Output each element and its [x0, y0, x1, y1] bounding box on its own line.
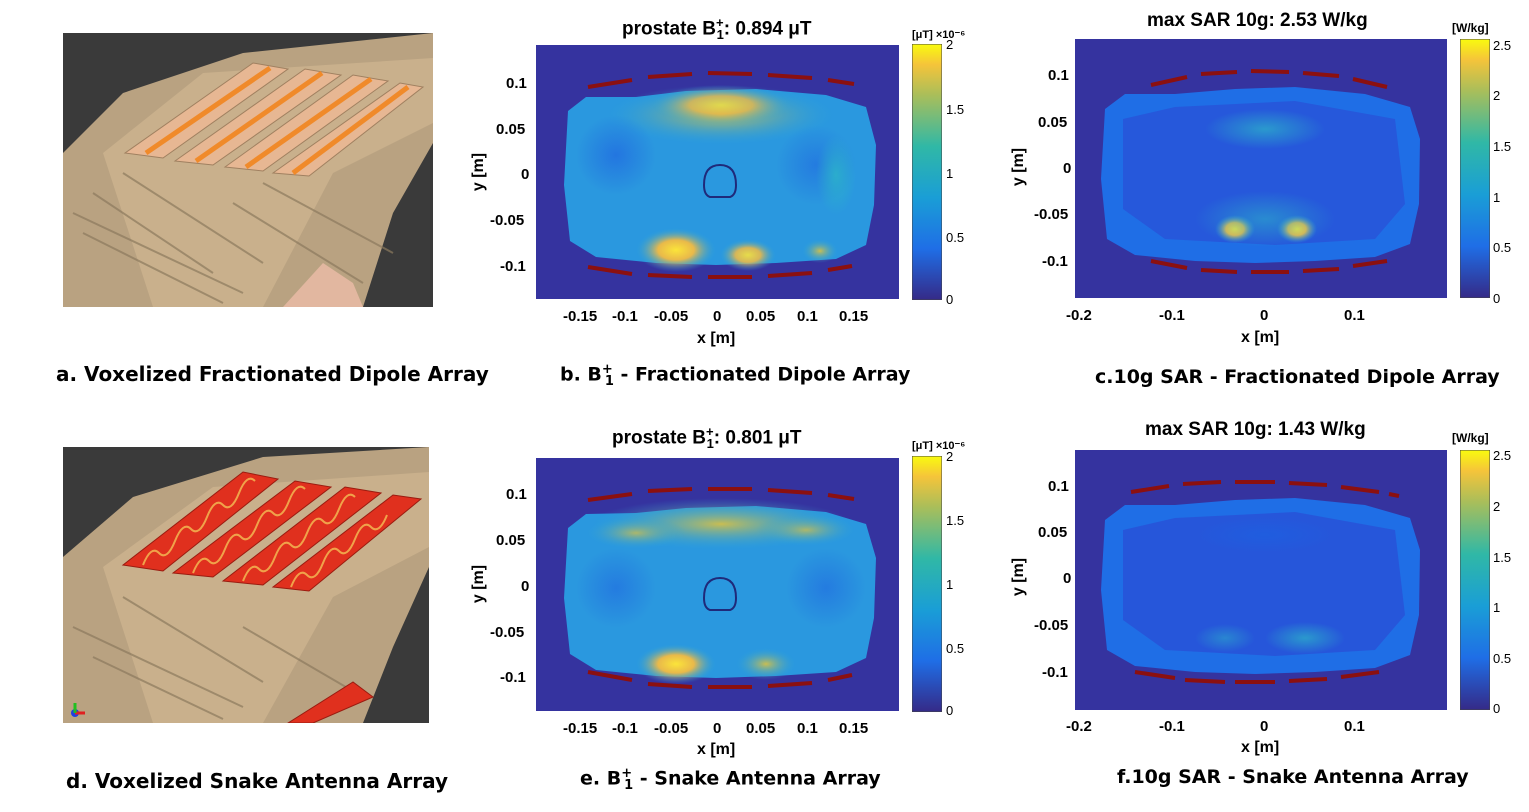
plot-b-title: prostate B+1: 0.894 μT — [622, 15, 812, 43]
plot-e-ytick: 0.1 — [506, 486, 527, 503]
plot-b-cbtick: 0.5 — [946, 230, 965, 245]
plot-f-cbtick: 0 — [1493, 701, 1501, 716]
plot-f-cbtick: 2 — [1493, 499, 1501, 514]
caption-f: f.10g SAR - Snake Antenna Array — [1117, 766, 1469, 788]
plot-c-xlabel: x [m] — [1241, 329, 1280, 346]
plot-b-ytick: 0.05 — [496, 121, 526, 138]
plot-c-ytick: 0.05 — [1038, 114, 1068, 131]
plot-c-ytick: -0.05 — [1034, 206, 1069, 223]
plot-c-cbtick: 0 — [1493, 291, 1501, 306]
plot-b-heatmap — [536, 45, 899, 299]
plot-f-xtick: 0 — [1260, 718, 1269, 735]
plot-f-colorbar — [1460, 450, 1490, 710]
plot-f-ytick: -0.05 — [1034, 617, 1069, 634]
plot-f-heatmap — [1075, 450, 1447, 710]
plot-e-ytick: 0 — [521, 578, 530, 595]
plot-b-ylabel: y [m] — [470, 152, 488, 192]
plot-f-ytick: 0 — [1063, 570, 1072, 587]
plot-f-cbtick: 1.5 — [1493, 550, 1512, 565]
plot-c-cbtick: 2 — [1493, 88, 1501, 103]
plot-e-xlabel: x [m] — [697, 741, 736, 758]
plot-c-xtick: -0.1 — [1159, 307, 1185, 324]
plot-c-cbtick: 1 — [1493, 190, 1501, 205]
plot-b-ytick: -0.05 — [490, 212, 525, 229]
plot-e-colorbar-unit: [μT] ×10⁻⁶ — [912, 440, 966, 452]
plot-f-ytick: -0.1 — [1042, 664, 1068, 681]
plot-c-ytick: -0.1 — [1042, 253, 1068, 270]
plot-c-cbtick: 1.5 — [1493, 139, 1512, 154]
plot-b-xtick: 0.05 — [746, 308, 776, 325]
plot-c-ytick: 0 — [1063, 160, 1072, 177]
plot-e-heatmap — [536, 458, 899, 711]
plot-c-xtick: 0.1 — [1344, 307, 1365, 324]
caption-d: d. Voxelized Snake Antenna Array — [66, 769, 448, 793]
plot-e-ytick: -0.1 — [500, 669, 526, 686]
plot-f-xtick: -0.1 — [1159, 718, 1185, 735]
plot-f-cbtick: 2.5 — [1493, 448, 1512, 463]
plot-e-cbtick: 0.5 — [946, 641, 965, 656]
plot-b-ytick: -0.1 — [500, 258, 526, 275]
plot-b-ytick: 0 — [521, 166, 530, 183]
plot-f-ytick: 0.1 — [1048, 478, 1069, 495]
plot-b-cbtick: 1 — [946, 166, 954, 181]
plot-b-colorbar — [912, 44, 942, 300]
plot-e-xtick: 0.1 — [797, 720, 818, 737]
plot-c-colorbar-unit: [W/kg] — [1452, 21, 1489, 35]
plot-e-ytick: -0.05 — [490, 624, 525, 641]
plot-c-colorbar — [1460, 39, 1490, 298]
plot-c-ylabel: y [m] — [1010, 147, 1028, 187]
plot-f-ytick: 0.05 — [1038, 524, 1068, 541]
plot-f-xlabel: x [m] — [1241, 739, 1280, 756]
plot-e-xtick: 0.15 — [839, 720, 869, 737]
plot-e-xtick: -0.05 — [654, 720, 689, 737]
plot-e-xtick: -0.15 — [563, 720, 598, 737]
plot-e-cbtick: 0 — [946, 703, 954, 718]
plot-b-cbtick: 0 — [946, 292, 954, 307]
plot-e-title: prostate B+1: 0.801 μT — [612, 424, 802, 452]
plot-b-colorbar-unit: [μT] ×10⁻⁶ — [912, 29, 966, 41]
plot-e-cbtick: 1.5 — [946, 513, 965, 528]
plot-f-ylabel: y [m] — [1010, 557, 1028, 597]
plot-f-cbtick: 0.5 — [1493, 651, 1512, 666]
plot-f-cbtick: 1 — [1493, 600, 1501, 615]
plot-c-title: max SAR 10g: 2.53 W/kg — [1147, 10, 1368, 31]
plot-c-xtick: -0.2 — [1066, 307, 1092, 324]
caption-e: e. B+1 - Snake Antenna Array — [580, 766, 881, 794]
plot-e-xtick: -0.1 — [612, 720, 638, 737]
plot-c-xtick: 0 — [1260, 307, 1269, 324]
plot-b-xlabel: x [m] — [697, 330, 736, 347]
plot-b-ytick: 0.1 — [506, 75, 527, 92]
plot-e-ylabel: y [m] — [470, 564, 488, 604]
voxel-model-dipole — [63, 33, 433, 307]
plot-e-cbtick: 1 — [946, 577, 954, 592]
caption-a: a. Voxelized Fractionated Dipole Array — [56, 362, 489, 386]
plot-e-cbtick: 2 — [946, 449, 954, 464]
plot-f-xtick: -0.2 — [1066, 718, 1092, 735]
caption-b: b. B+1 - Fractionated Dipole Array — [560, 362, 911, 390]
coil-elements-bottom — [587, 264, 853, 279]
plot-f-title: max SAR 10g: 1.43 W/kg — [1145, 419, 1366, 440]
caption-c: c.10g SAR - Fractionated Dipole Array — [1095, 366, 1500, 388]
plot-c-cbtick: 0.5 — [1493, 240, 1512, 255]
coil-elements-top — [587, 71, 855, 89]
plot-e-ytick: 0.05 — [496, 532, 526, 549]
plot-c-heatmap — [1075, 39, 1447, 298]
plot-f-colorbar-unit: [W/kg] — [1452, 431, 1489, 445]
plot-b-xtick: -0.05 — [654, 308, 689, 325]
plot-b-cbtick: 1.5 — [946, 102, 965, 117]
plot-b-cbtick: 2 — [946, 37, 954, 52]
plot-e-xtick: 0.05 — [746, 720, 776, 737]
plot-b-xtick: -0.1 — [612, 308, 638, 325]
axes-triad-icon — [71, 703, 85, 717]
voxel-model-snake — [63, 447, 429, 723]
plot-b-xtick: 0 — [713, 308, 722, 325]
plot-b-xtick: 0.15 — [839, 308, 869, 325]
plot-b-xtick: -0.15 — [563, 308, 598, 325]
plot-b-xtick: 0.1 — [797, 308, 818, 325]
plot-e-colorbar — [912, 456, 942, 712]
plot-e-xtick: 0 — [713, 720, 722, 737]
plot-f-xtick: 0.1 — [1344, 718, 1365, 735]
plot-c-cbtick: 2.5 — [1493, 38, 1512, 53]
plot-c-ytick: 0.1 — [1048, 67, 1069, 84]
